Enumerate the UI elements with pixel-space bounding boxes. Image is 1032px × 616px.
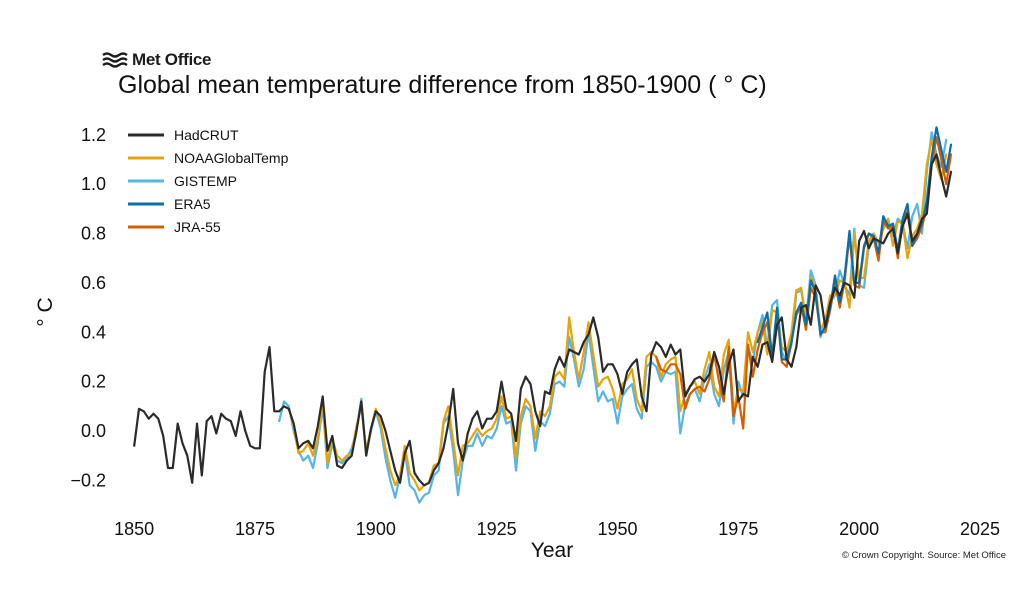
chart-title: Global mean temperature difference from … [118,71,767,99]
legend-label: GISTEMP [174,173,237,189]
y-tick-label: 0.4 [81,322,106,342]
legend-label: JRA-55 [174,219,221,235]
x-tick-label: 1975 [718,519,758,539]
y-tick-label: 0.2 [81,372,106,392]
x-tick-label: 1950 [597,519,637,539]
series-line-gistemp [278,131,948,504]
y-tick-label: 1.2 [81,125,106,145]
x-tick-label: 2025 [960,519,1000,539]
y-tick-label: 1.0 [81,174,106,194]
y-tick-label: 0.6 [81,273,106,293]
y-axis-title: ° C [34,297,57,326]
x-tick-label: 1925 [477,519,517,539]
brand-name: Met Office [132,50,212,69]
x-tick-label: 2000 [839,519,879,539]
legend-label: NOAAGlobalTemp [174,150,289,166]
legend-label: ERA5 [174,196,211,212]
x-tick-label: 1850 [114,519,154,539]
met-office-waves-icon [102,52,128,68]
series-line-hadcrut [133,153,953,487]
y-tick-label: 0.0 [81,421,106,441]
x-tick-label: 1875 [235,519,275,539]
series-line-noaaglobaltemp [278,138,948,492]
y-tick-label: 0.8 [81,224,106,244]
met-office-logo: Met Office [102,50,211,70]
copyright-credit: © Crown Copyright. Source: Met Office [841,550,1006,561]
x-axis-title: Year [531,539,573,562]
x-tick-label: 1900 [356,519,396,539]
y-tick-label: −0.2 [70,470,106,490]
legend-label: HadCRUT [174,127,239,143]
